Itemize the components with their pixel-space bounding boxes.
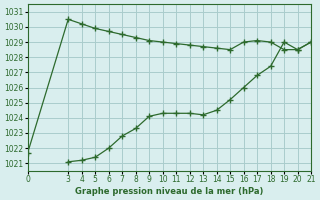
X-axis label: Graphe pression niveau de la mer (hPa): Graphe pression niveau de la mer (hPa) (75, 187, 264, 196)
